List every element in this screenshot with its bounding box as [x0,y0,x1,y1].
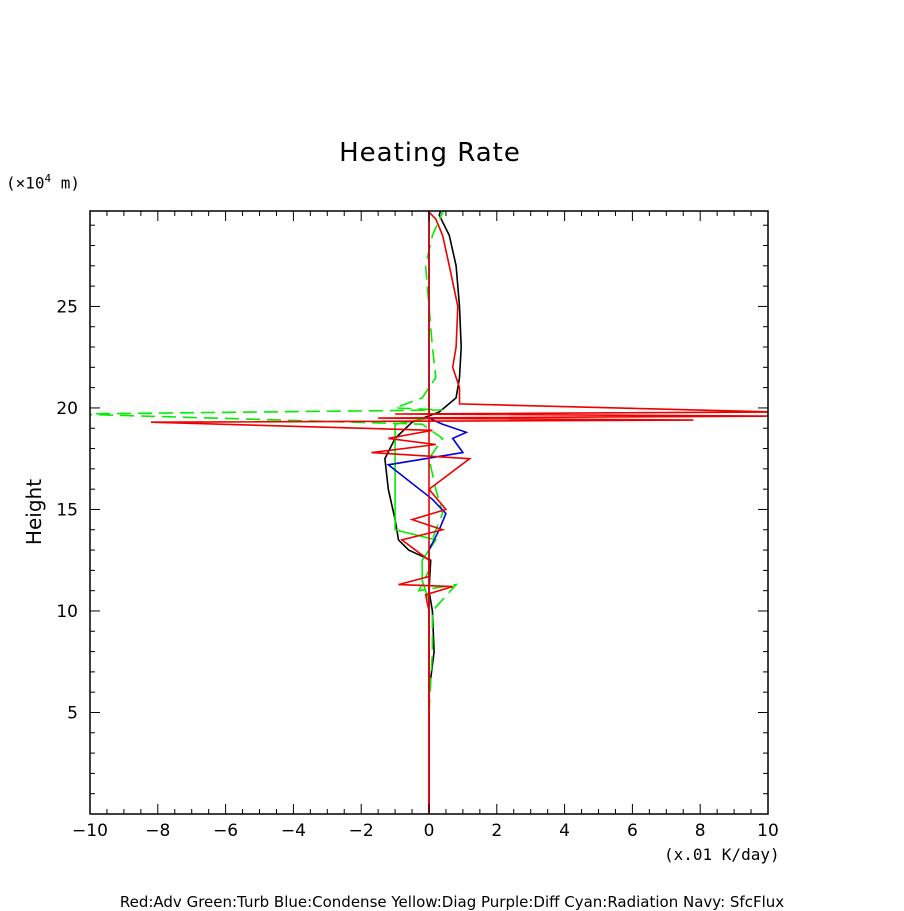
x-tick-label: −8 [145,821,170,841]
y-tick-label: 5 [67,703,78,723]
y-unit-exponent: 4 [44,172,52,185]
series-line-3 [386,211,469,814]
chart-title: Heating Rate [339,138,521,168]
series-layer [90,211,768,814]
y-tick-label: 10 [56,602,78,622]
y-tick-label: 20 [56,399,78,419]
x-tick-label: 4 [559,821,570,841]
y-axis-unit: (×104 m) [6,172,80,192]
axes-layer: −10 −8 −6 −4 −2 0 2 4 6 8 10 5 10 15 20 25 [56,210,779,841]
x-tick-label: −4 [281,821,306,841]
x-tick-label: −10 [72,821,108,841]
x-axis-unit: (x.01 K/day) [664,845,780,864]
y-tick-label: 15 [56,500,78,520]
x-tick-label: 6 [627,821,638,841]
y-unit-prefix: (×10 [6,173,45,193]
x-tick-label: 2 [491,821,502,841]
x-tick-label: −2 [349,821,374,841]
series-line-1 [394,211,438,814]
x-tick-label: 8 [695,821,706,841]
x-tick-label: 0 [424,821,435,841]
series-line-4 [150,211,768,814]
series-line-2 [90,211,459,713]
series-line-0 [384,211,463,814]
y-tick-label: 25 [56,297,78,317]
y-unit-suffix: m) [51,173,81,193]
x-tick-label: −6 [213,821,238,841]
x-tick-label: 10 [757,821,779,841]
